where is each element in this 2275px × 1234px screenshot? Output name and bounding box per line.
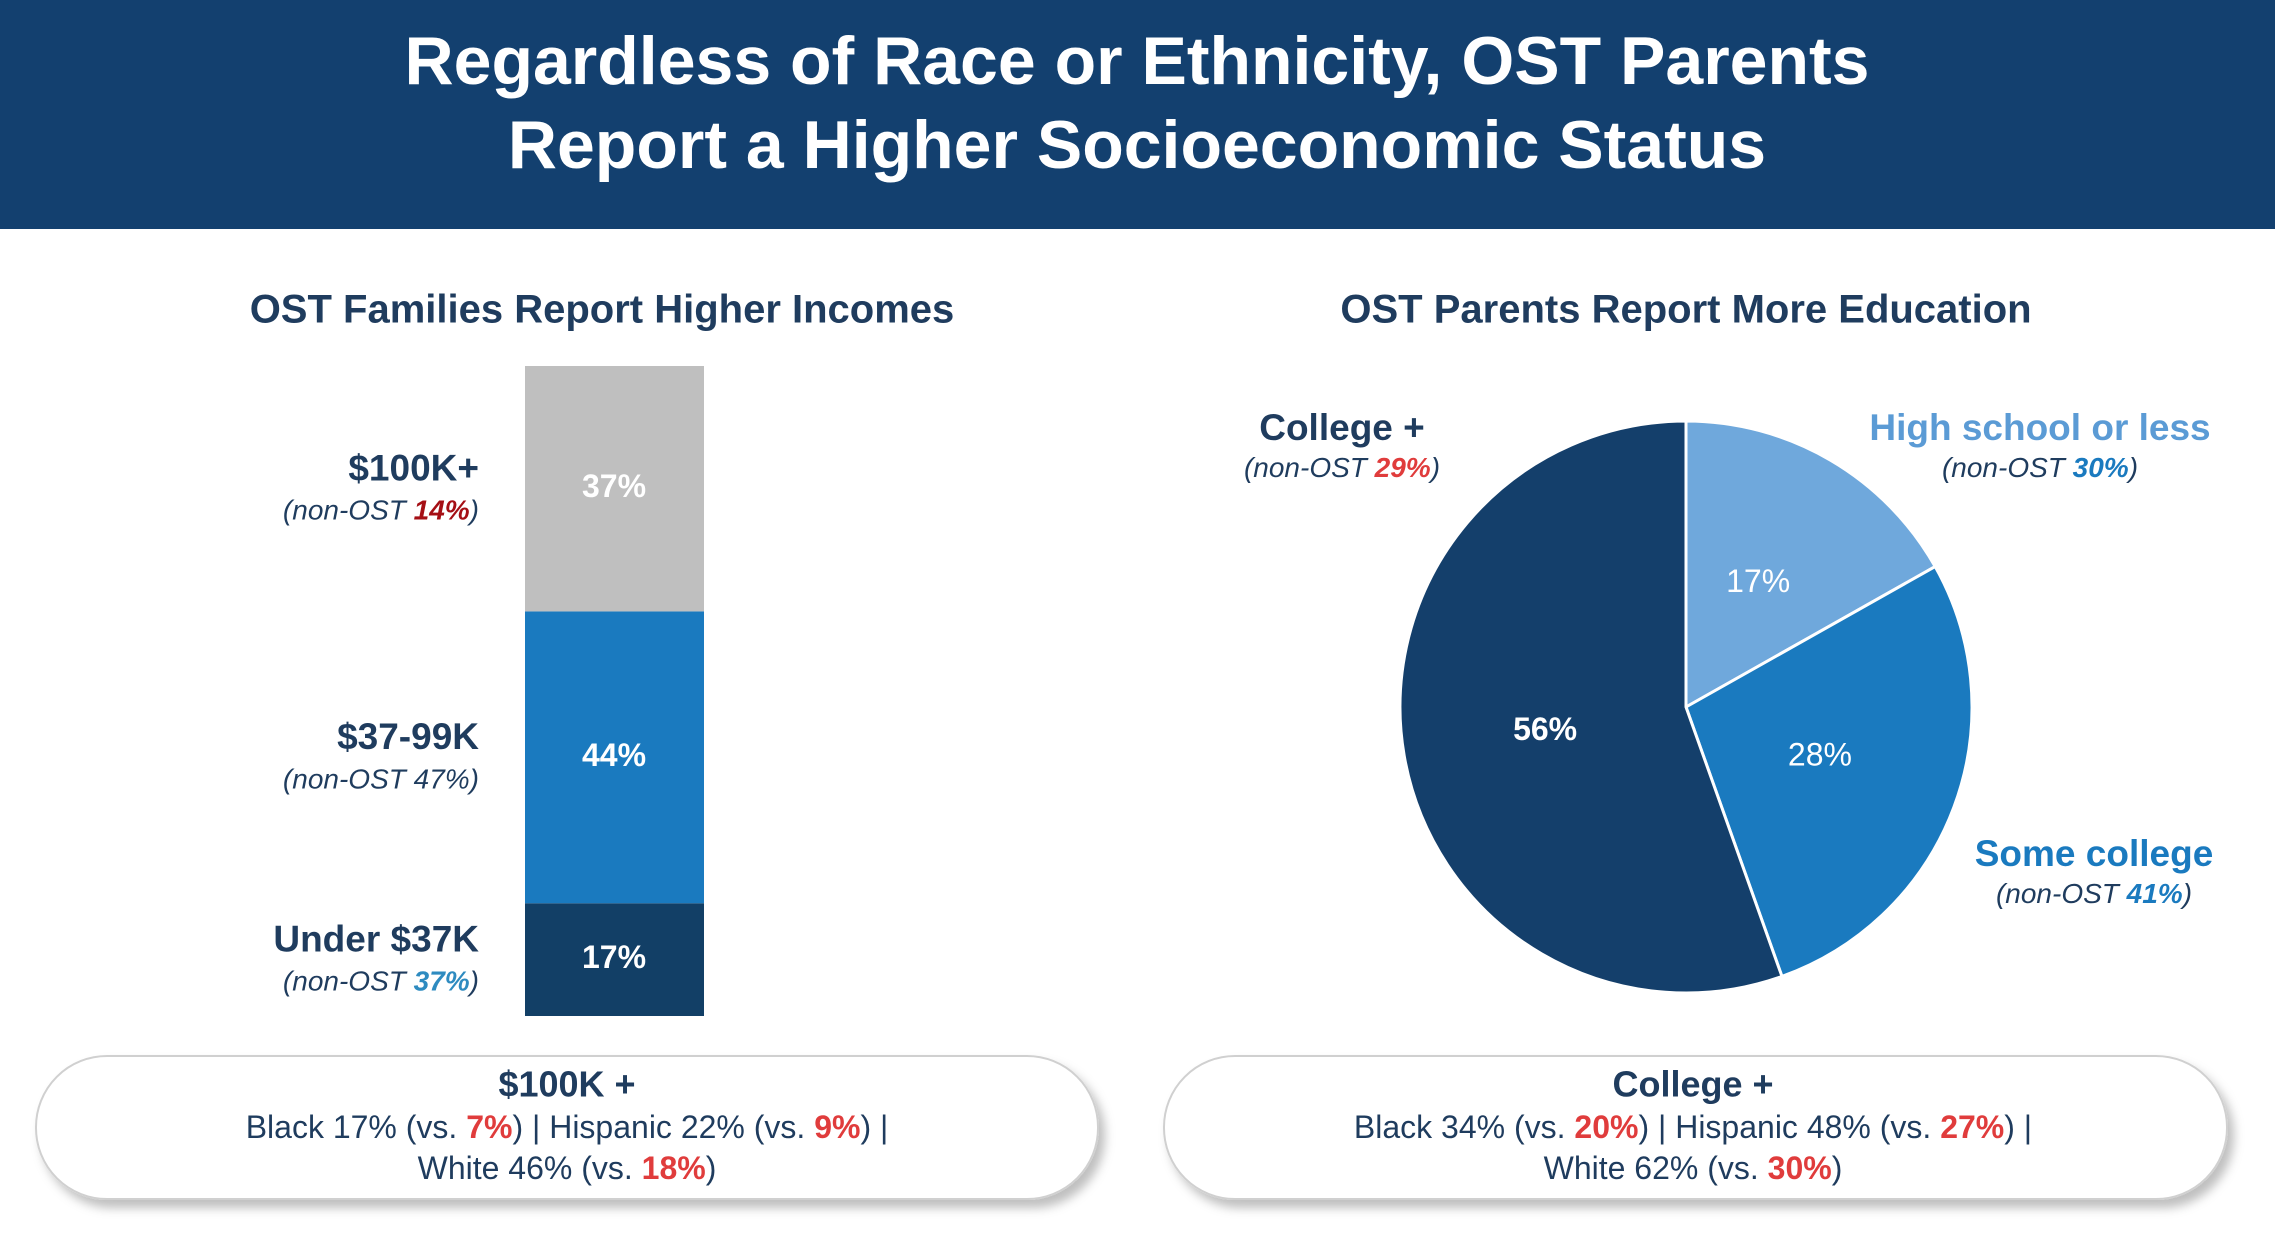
- pie-slice: [1684, 419, 1938, 710]
- callout-line-part: 27%: [1940, 1109, 2004, 1145]
- slide-title: Regardless of Race or Ethnicity, OST Par…: [405, 23, 1870, 99]
- header-band: [0, 0, 2275, 229]
- category-note-part: (non-OST: [1942, 452, 2073, 483]
- callout-line-part: ) | Hispanic 22% (vs.: [512, 1109, 814, 1145]
- bar-segment: [525, 366, 704, 612]
- category-label: $37-99K: [337, 716, 479, 757]
- category-note-part: (non-OST 47%): [283, 764, 479, 795]
- callout-line: Black 17% (vs. 7%) | Hispanic 22% (vs. 9…: [246, 1109, 889, 1145]
- bar-segment: [525, 611, 704, 904]
- callout-line-part: ) | Hispanic 48% (vs.: [1638, 1109, 1940, 1145]
- category-note-part: 14%: [414, 495, 470, 526]
- callout-line-part: Black 17% (vs.: [246, 1109, 467, 1145]
- category-note: (non-OST 47%): [283, 764, 479, 795]
- value-label: 37%: [582, 468, 646, 504]
- chart-title: OST Families Report Higher Incomes: [250, 288, 955, 332]
- category-note-part: ): [467, 495, 479, 526]
- callout-line-part: ): [706, 1150, 717, 1186]
- callout-line-part: 7%: [466, 1109, 512, 1145]
- value-label: 44%: [582, 737, 646, 773]
- value-label: 56%: [1513, 711, 1577, 747]
- category-note-part: (non-OST: [1244, 452, 1375, 483]
- callout-title: $100K +: [498, 1064, 635, 1105]
- category-note: (non-OST 14%): [283, 495, 479, 526]
- callout-title: College +: [1612, 1064, 1773, 1105]
- category-note-part: ): [1428, 452, 1440, 483]
- callout-line-part: ) |: [2004, 1109, 2032, 1145]
- category-note-part: 37%: [414, 966, 470, 997]
- category-note-part: (non-OST: [283, 495, 414, 526]
- category-label: $100K+: [348, 447, 479, 488]
- callout-line-part: 20%: [1574, 1109, 1638, 1145]
- callout-box: [1163, 1055, 2228, 1200]
- category-note: (non-OST 30%): [1942, 452, 2138, 483]
- category-note: (non-OST 37%): [283, 966, 479, 997]
- callout-line-part: 30%: [1768, 1150, 1832, 1186]
- callout-line-part: White 46% (vs.: [418, 1150, 642, 1186]
- category-note-part: (non-OST: [283, 966, 414, 997]
- category-label: College +: [1259, 407, 1425, 448]
- callout-line: Black 34% (vs. 20%) | Hispanic 48% (vs. …: [1354, 1109, 2032, 1145]
- callout-line-part: Black 34% (vs.: [1354, 1109, 1575, 1145]
- pie-slice: [1398, 419, 1784, 995]
- callout-line: White 62% (vs. 30%): [1544, 1150, 1843, 1186]
- callout-line-part: White 62% (vs.: [1544, 1150, 1768, 1186]
- category-note-part: 30%: [2073, 452, 2129, 483]
- value-label: 17%: [582, 939, 646, 975]
- category-label: Under $37K: [273, 918, 479, 959]
- category-note-part: 41%: [2126, 878, 2183, 909]
- category-note-part: ): [2180, 878, 2192, 909]
- callout-box: [35, 1055, 1099, 1200]
- value-label: 28%: [1788, 737, 1852, 773]
- category-note-part: ): [2126, 452, 2138, 483]
- callout-line-part: ): [1832, 1150, 1843, 1186]
- callout-line: White 46% (vs. 18%): [418, 1150, 717, 1186]
- category-note-part: 29%: [1374, 452, 1431, 483]
- category-note-part: ): [467, 966, 479, 997]
- callout-line-part: 18%: [642, 1150, 706, 1186]
- slide-title: Report a Higher Socioeconomic Status: [508, 107, 1766, 183]
- category-note: (non-OST 41%): [1996, 878, 2192, 909]
- callout-line-part: ) |: [860, 1109, 888, 1145]
- value-label: 17%: [1726, 563, 1790, 599]
- chart-title: OST Parents Report More Education: [1340, 288, 2031, 332]
- category-note-part: (non-OST: [1996, 878, 2127, 909]
- category-note: (non-OST 29%): [1244, 452, 1440, 483]
- callout-line-part: 9%: [814, 1109, 860, 1145]
- bar-segment: [525, 903, 704, 1016]
- category-label: Some college: [1975, 833, 2214, 874]
- pie-slice: [1684, 564, 1974, 979]
- category-label: High school or less: [1869, 407, 2210, 448]
